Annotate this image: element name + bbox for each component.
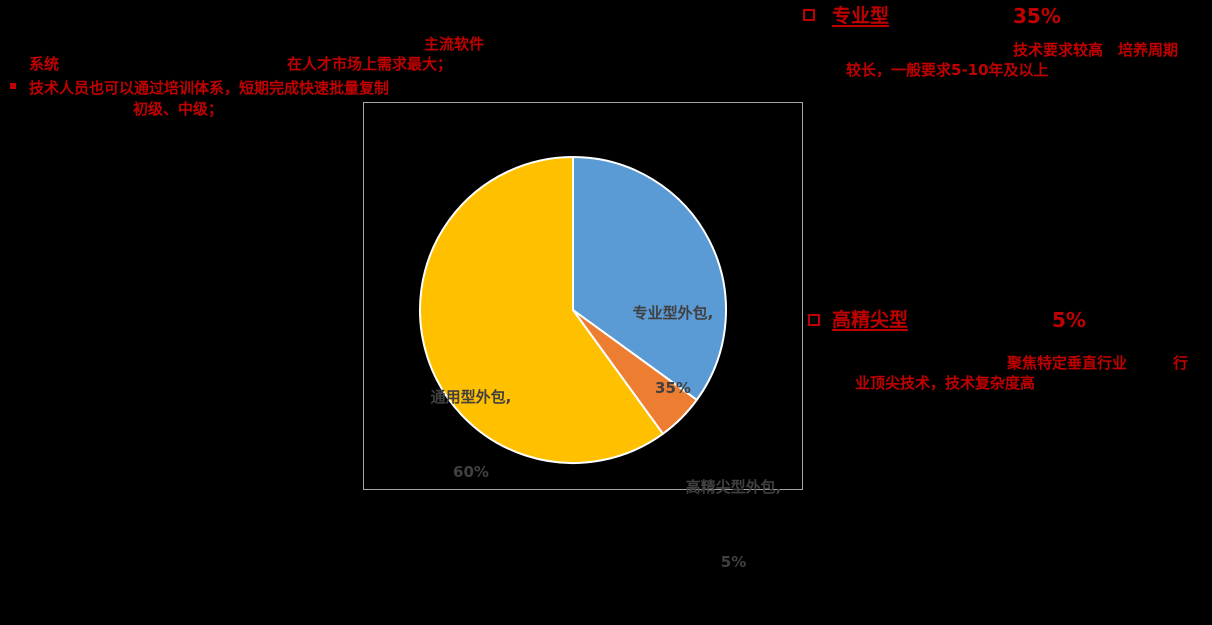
pie-label-percent: 60%: [453, 463, 489, 481]
pie-chart: [419, 156, 727, 464]
pie-label-professional: 专业型外包, 35%: [613, 251, 733, 451]
section-professional-desc-line1: 技术要求较高 培养周期: [1013, 41, 1179, 59]
section-highend-title: 高精尖型: [832, 309, 909, 331]
section-highend-desc-line1b: 行: [1173, 354, 1189, 372]
pie-label-text: 专业型外包,: [632, 304, 714, 322]
pie-label-text: 高精尖型外包,: [685, 478, 782, 496]
pie-slice-通用型外包: [419, 156, 664, 464]
annotation-training: 技术人员也可以通过培训体系，短期完成快速批量复制: [29, 79, 390, 97]
section-highend-percent: 5%: [1052, 308, 1086, 332]
pie-slice-专业型外包: [572, 156, 727, 401]
annotation-levels: 初级、中级；: [133, 100, 224, 118]
pie-label-percent: 35%: [655, 379, 691, 397]
annotation-market-demand: 在人才市场上需求最大；: [287, 55, 453, 73]
square-bullet-icon: [10, 83, 16, 89]
section-professional-percent: 35%: [1013, 4, 1061, 28]
pie-label-percent: 5%: [720, 553, 747, 571]
pie-chart-frame: 专业型外包, 35% 通用型外包, 60% 高精尖型外包, 5%: [363, 102, 803, 571]
section-highend-desc-line2: 业顶尖技术，技术复杂度高: [855, 374, 1036, 392]
section-highend-desc-line1a: 聚焦特定垂直行业: [1007, 354, 1128, 372]
hollow-square-bullet-icon: [808, 314, 820, 326]
pie-label-general: 通用型外包, 60%: [411, 335, 531, 535]
hollow-square-bullet-icon: [803, 9, 815, 21]
section-professional-title: 专业型: [832, 5, 890, 27]
annotation-system: 系统: [29, 55, 60, 73]
section-professional-desc-line2: 较长，一般要求5-10年及以上: [846, 61, 1049, 79]
annotation-mainstream-software: 主流软件: [424, 35, 485, 53]
pie-label-text: 通用型外包,: [430, 388, 512, 406]
pie-label-highend: 高精尖型外包, 5%: [656, 425, 811, 625]
